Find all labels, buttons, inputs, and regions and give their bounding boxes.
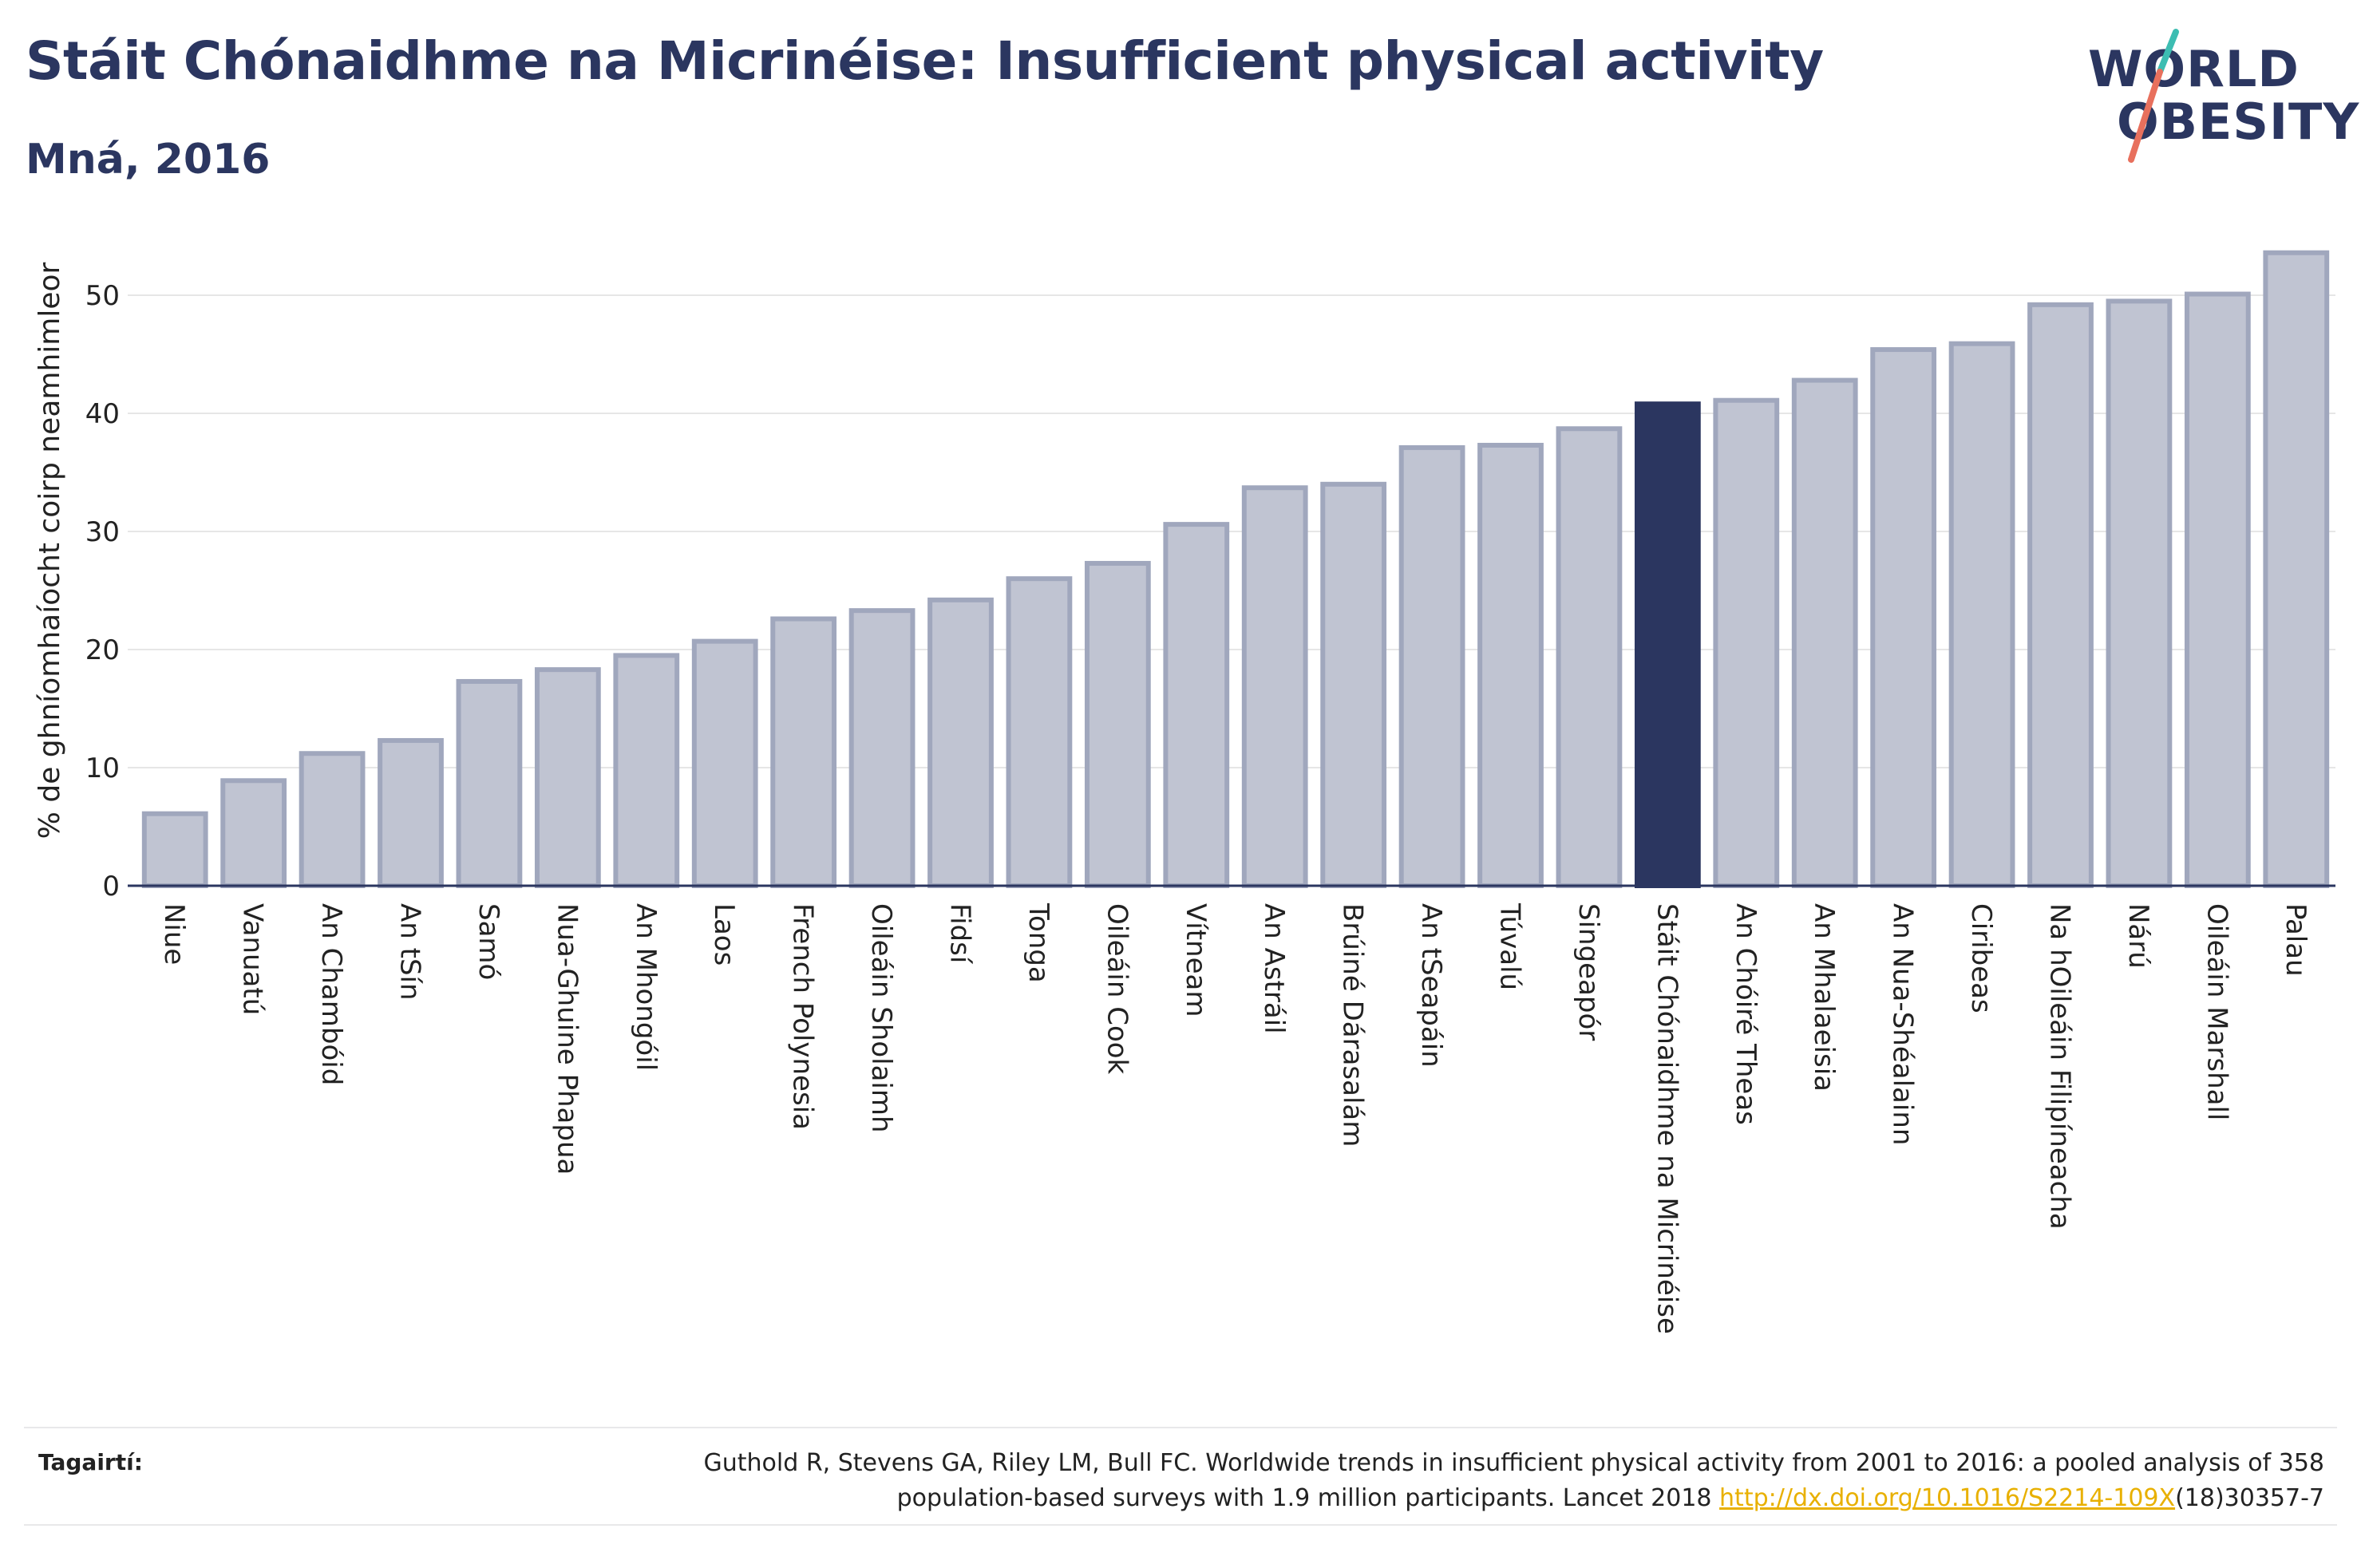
x-category-label: Samó xyxy=(473,903,504,980)
bar xyxy=(141,811,208,888)
bar-highlighted xyxy=(1634,401,1701,889)
x-category-label: An tSeapáin xyxy=(1415,903,1447,1068)
logo-line-2: OBESITY xyxy=(2117,93,2360,151)
x-category-label: Na hOileáin Filipíneacha xyxy=(2044,903,2076,1230)
bar xyxy=(1163,522,1230,888)
references-label: Tagairtí: xyxy=(38,1449,143,1475)
x-category-label: Nua-Ghuine Phapua xyxy=(551,903,583,1175)
axes: 0 10 20 30 40 50 xyxy=(85,280,2335,902)
x-category-label: Singeapór xyxy=(1572,903,1604,1041)
chart-title: Stáit Chónaidhme na Micrinéise: Insuffic… xyxy=(26,30,1824,92)
bar xyxy=(378,737,444,889)
reference-line-2: population-based surveys with 1.9 millio… xyxy=(896,1484,1720,1512)
reference-line-1: Guthold R, Stevens GA, Riley LM, Bull FC… xyxy=(703,1449,2324,1477)
bar xyxy=(2106,298,2173,888)
bar xyxy=(2184,291,2251,888)
x-category-label: Palau xyxy=(2280,903,2312,977)
x-category-label: Fidsí xyxy=(944,903,976,965)
bar xyxy=(848,608,916,888)
y-tick-label: 20 xyxy=(85,634,120,666)
x-category-label: Stáit Chónaidhme na Micrinéise xyxy=(1651,903,1683,1334)
reference-line-2-end: (18)30357-7 xyxy=(2175,1484,2324,1512)
x-category-label: Vítneam xyxy=(1180,903,1212,1017)
bars xyxy=(141,250,2330,889)
world-obesity-logo: WORLD OBESITY xyxy=(2083,24,2359,168)
bar xyxy=(2263,250,2330,889)
bar xyxy=(534,667,601,888)
bar xyxy=(1477,442,1544,888)
x-category-label: Ciribeas xyxy=(1965,903,1997,1013)
references-text: Guthold R, Stevens GA, Riley LM, Bull FC… xyxy=(488,1446,2324,1516)
y-tick-label: 0 xyxy=(102,871,120,902)
chart-subtitle: Mná, 2016 xyxy=(26,136,271,184)
y-axis-label: % de ghníomhaíocht coirp neamhimleor xyxy=(34,262,66,839)
bar xyxy=(1241,485,1308,888)
x-category-label: An tSín xyxy=(394,903,426,1001)
bar xyxy=(1556,426,1623,888)
y-tick-label: 40 xyxy=(85,398,120,430)
x-category-label: Tonga xyxy=(1022,902,1054,983)
bar xyxy=(1006,576,1073,888)
x-category-label: Brúiné Dárasalám xyxy=(1337,903,1369,1147)
footer-bottom-divider xyxy=(24,1524,2337,1526)
bar xyxy=(220,778,287,889)
bar-chart: 0 10 20 30 40 50 Niue Vanuatú An Chambóid An tSí… xyxy=(34,250,2335,1334)
x-category-label: Laos xyxy=(708,903,740,966)
bar xyxy=(691,638,758,888)
bar xyxy=(1870,347,1937,888)
x-category-label: Niue xyxy=(158,903,190,965)
x-category-label: An Chambóid xyxy=(315,903,347,1085)
x-category-label: Túvalú xyxy=(1494,902,1526,990)
bar xyxy=(770,616,837,889)
doi-link[interactable]: http://dx.doi.org/10.1016/S2214-109X xyxy=(1719,1484,2176,1512)
x-category-label: Oileáin Sholaimh xyxy=(865,903,897,1133)
bar xyxy=(613,653,680,889)
y-tick-label: 50 xyxy=(85,280,120,312)
logo-line-1: WORLD xyxy=(2088,40,2300,98)
x-category-label: French Polynesia xyxy=(787,903,819,1130)
bar xyxy=(1084,560,1151,889)
bar xyxy=(1791,377,1858,888)
x-category-label: An Mhongóil xyxy=(630,903,662,1071)
x-category-label: An Nua-Shéalainn xyxy=(1887,903,1919,1145)
category-labels: Niue Vanuatú An Chambóid An tSín Samó Nua-Ghu… xyxy=(158,902,2312,1334)
bar xyxy=(1398,444,1465,888)
x-category-label: Vanuatú xyxy=(237,903,269,1015)
bar xyxy=(1713,397,1780,889)
y-tick-label: 30 xyxy=(85,516,120,548)
x-category-label: An Chóiré Theas xyxy=(1730,903,1762,1125)
x-category-label: Nárú xyxy=(2122,903,2154,969)
x-category-label: Oileáin Cook xyxy=(1101,903,1133,1075)
bar xyxy=(2027,302,2094,888)
footer-top-divider xyxy=(24,1427,2337,1428)
bar xyxy=(927,597,994,889)
bar xyxy=(299,751,366,888)
logo-slash-icon xyxy=(2128,29,2179,163)
x-category-label: An Astráil xyxy=(1258,903,1290,1034)
bar xyxy=(1320,481,1387,888)
x-category-label: An Mhalaeisia xyxy=(1808,903,1840,1092)
bar xyxy=(1948,341,2015,888)
bar xyxy=(456,678,523,889)
y-tick-label: 10 xyxy=(85,752,120,784)
x-category-label: Oileáin Marshall xyxy=(2201,903,2232,1120)
